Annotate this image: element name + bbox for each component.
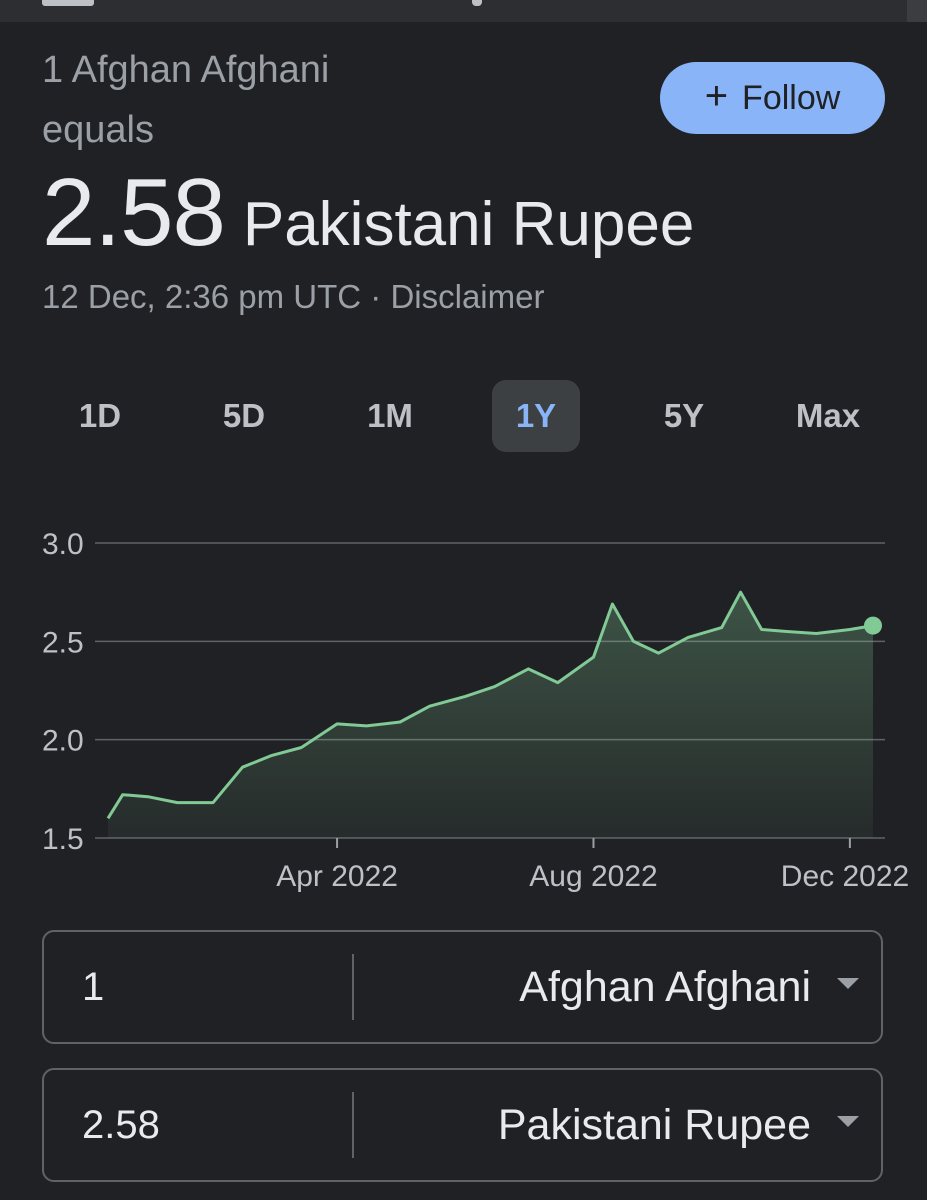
chevron-down-icon[interactable]: [837, 978, 859, 989]
follow-button-label: Follow: [742, 78, 841, 117]
equals-label: equals: [42, 109, 154, 151]
divider: [352, 954, 354, 1020]
y-tick-label: 2.0: [42, 725, 84, 758]
y-tick-label: 3.0: [42, 528, 84, 561]
converter-to: 2.58 Pakistani Rupee: [42, 1068, 883, 1182]
rate-meta: 12 Dec, 2:36 pm UTC · Disclaimer: [42, 278, 544, 316]
area-fill: [108, 592, 873, 838]
range-tabs: 1D 5D 1M 1Y 5Y Max: [0, 380, 927, 452]
x-tick-label: Aug 2022: [529, 860, 657, 893]
chevron-down-icon[interactable]: [837, 1116, 859, 1127]
disclaimer-link[interactable]: Disclaimer: [390, 278, 545, 315]
browser-top-bar: [0, 0, 927, 22]
divider: [352, 1092, 354, 1158]
range-1y[interactable]: 1Y: [492, 380, 580, 452]
toolbar-edge: [907, 0, 927, 22]
current-value-dot: [864, 616, 882, 635]
range-5d[interactable]: 5D: [222, 397, 266, 434]
meta-separator: ·: [361, 278, 391, 315]
to-amount-input[interactable]: 2.58: [82, 1102, 160, 1147]
timestamp: 12 Dec, 2:36 pm UTC: [42, 278, 362, 315]
exchange-rate-chart: 3.0 2.5 2.0 1.5 Apr 2022 Aug 2022 Dec 2022: [42, 528, 909, 893]
x-tick-label: Dec 2022: [781, 860, 909, 893]
converter-from: 1 Afghan Afghani: [42, 930, 883, 1044]
y-tick-label: 2.5: [42, 626, 84, 659]
range-5y[interactable]: 5Y: [663, 397, 705, 434]
rate-value: 2.58: [42, 159, 226, 266]
from-amount-input[interactable]: 1: [82, 964, 105, 1009]
series-line: [106, 590, 874, 820]
y-tick-label: 1.5: [42, 823, 84, 856]
from-currency-select[interactable]: Afghan Afghani: [519, 962, 811, 1011]
currency-from-label: 1 Afghan Afghani: [42, 49, 330, 91]
range-max[interactable]: Max: [795, 397, 861, 434]
to-currency-select[interactable]: Pakistani Rupee: [497, 1100, 811, 1149]
x-tick-label: Apr 2022: [276, 860, 398, 893]
menu-icon[interactable]: [42, 0, 94, 6]
search-icon: [472, 0, 482, 6]
follow-button[interactable]: + Follow: [660, 62, 885, 134]
plus-icon: +: [704, 74, 729, 118]
exchange-rate: 2.58 Pakistani Rupee: [42, 158, 694, 268]
range-1d[interactable]: 1D: [78, 397, 122, 434]
range-1m[interactable]: 1M: [367, 397, 413, 434]
rate-currency: Pakistani Rupee: [242, 190, 695, 259]
